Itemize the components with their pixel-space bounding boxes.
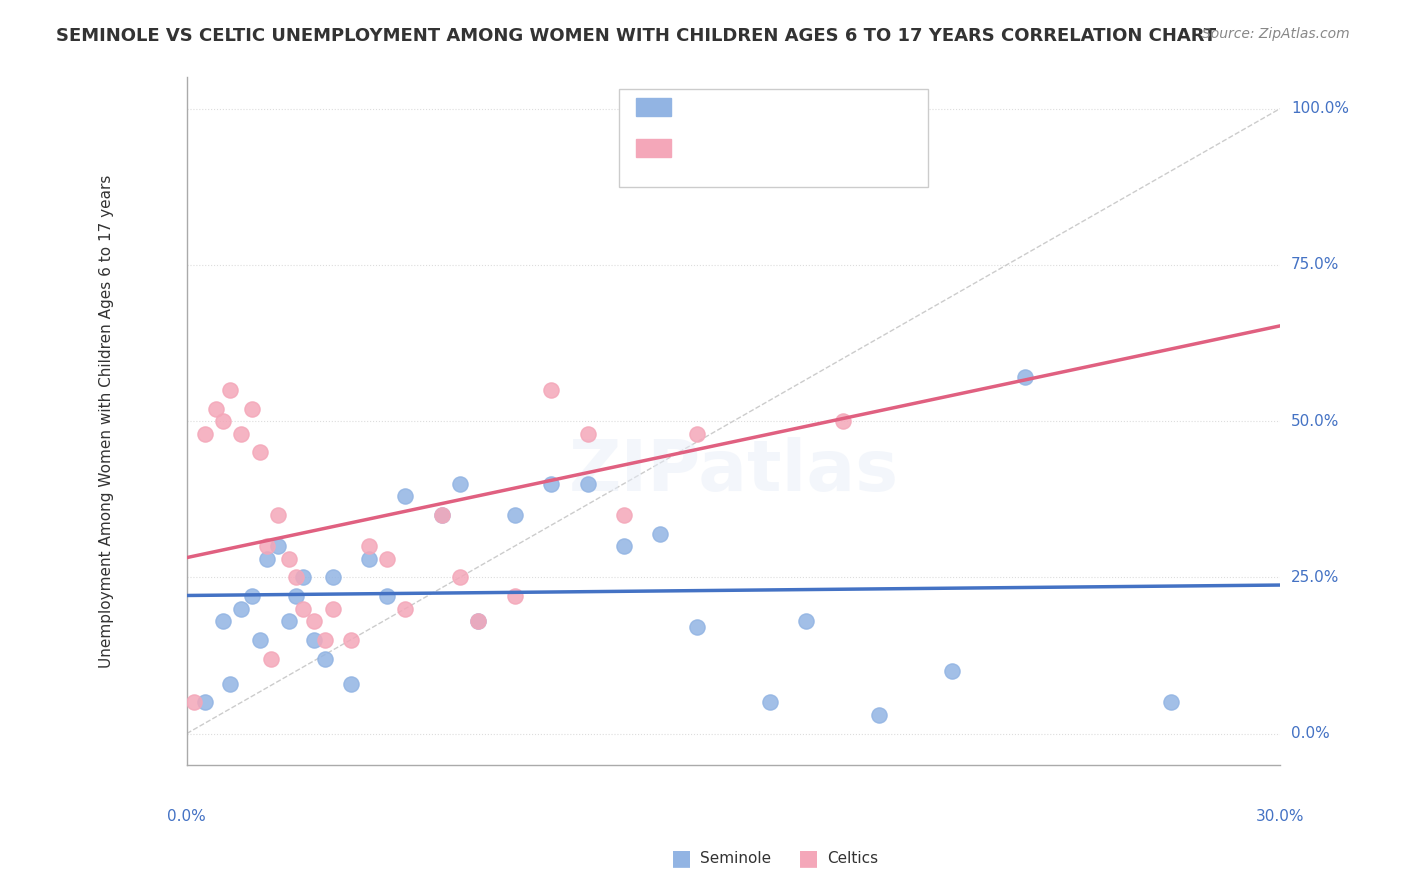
Point	[267, 508, 290, 522]
Point	[686, 426, 709, 441]
Point	[249, 632, 271, 647]
Text: R = 0.452   N = 31: R = 0.452 N = 31	[681, 139, 851, 157]
Point	[219, 676, 242, 690]
Point	[1160, 695, 1182, 709]
Point	[285, 570, 308, 584]
Point	[430, 508, 453, 522]
Point	[304, 632, 326, 647]
Text: Seminole: Seminole	[700, 851, 772, 865]
Text: 30.0%: 30.0%	[1256, 808, 1305, 823]
Point	[231, 426, 253, 441]
Point	[304, 614, 326, 628]
Text: R = 0.440   N = 33: R = 0.440 N = 33	[681, 98, 851, 116]
Point	[941, 664, 963, 678]
Point	[357, 539, 380, 553]
Point	[357, 551, 380, 566]
Point	[256, 551, 278, 566]
Point	[503, 589, 526, 603]
Point	[314, 651, 336, 665]
Text: 0.0%: 0.0%	[167, 808, 207, 823]
Point	[467, 614, 489, 628]
Text: 100.0%: 100.0%	[1291, 101, 1348, 116]
Point	[449, 476, 471, 491]
Text: Celtics: Celtics	[827, 851, 877, 865]
Point	[292, 570, 315, 584]
Point	[540, 476, 562, 491]
Point	[394, 489, 416, 503]
Point	[467, 614, 489, 628]
Text: SEMINOLE VS CELTIC UNEMPLOYMENT AMONG WOMEN WITH CHILDREN AGES 6 TO 17 YEARS COR: SEMINOLE VS CELTIC UNEMPLOYMENT AMONG WO…	[56, 27, 1216, 45]
Point	[339, 632, 361, 647]
Point	[322, 570, 344, 584]
Point	[183, 695, 205, 709]
Point	[285, 589, 308, 603]
Point	[650, 526, 672, 541]
Point	[375, 589, 398, 603]
Point	[277, 614, 299, 628]
Text: 25.0%: 25.0%	[1291, 570, 1340, 585]
Point	[231, 601, 253, 615]
Point	[375, 551, 398, 566]
Point	[831, 414, 853, 428]
Point	[650, 152, 672, 166]
Text: 75.0%: 75.0%	[1291, 258, 1340, 272]
Point	[613, 508, 636, 522]
Point	[292, 601, 315, 615]
Point	[249, 445, 271, 459]
Point	[503, 508, 526, 522]
Point	[794, 614, 817, 628]
Point	[219, 383, 242, 397]
Text: 50.0%: 50.0%	[1291, 414, 1340, 429]
Point	[449, 570, 471, 584]
Point	[277, 551, 299, 566]
Point	[686, 620, 709, 634]
Text: ZIPatlas: ZIPatlas	[568, 436, 898, 506]
Point	[576, 476, 599, 491]
Point	[540, 383, 562, 397]
Point	[314, 632, 336, 647]
Point	[256, 539, 278, 553]
Point	[259, 651, 281, 665]
Point	[194, 426, 217, 441]
Text: 0.0%: 0.0%	[1291, 726, 1330, 741]
Point	[240, 589, 263, 603]
Point	[240, 401, 263, 416]
Point	[576, 426, 599, 441]
Point	[205, 401, 228, 416]
Point	[267, 539, 290, 553]
Text: ■: ■	[672, 848, 692, 868]
Point	[212, 614, 235, 628]
Point	[212, 414, 235, 428]
Point	[613, 539, 636, 553]
Text: Unemployment Among Women with Children Ages 6 to 17 years: Unemployment Among Women with Children A…	[98, 175, 114, 668]
Point	[868, 707, 890, 722]
Text: Source: ZipAtlas.com: Source: ZipAtlas.com	[1202, 27, 1350, 41]
Point	[339, 676, 361, 690]
Point	[394, 601, 416, 615]
Point	[758, 695, 780, 709]
Point	[1014, 370, 1036, 384]
Point	[322, 601, 344, 615]
Point	[194, 695, 217, 709]
Point	[430, 508, 453, 522]
Text: ■: ■	[799, 848, 818, 868]
